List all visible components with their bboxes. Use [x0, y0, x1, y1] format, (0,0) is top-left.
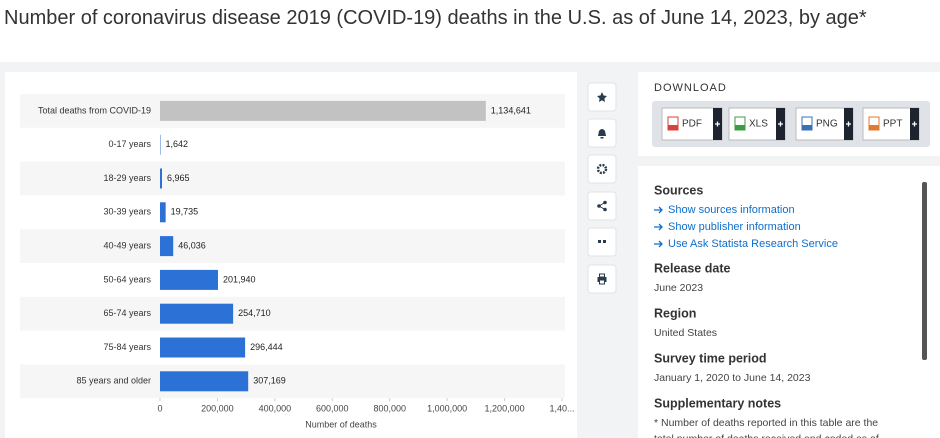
button-label[interactable]: XLS — [749, 119, 768, 130]
value-label: 46,036 — [178, 240, 206, 250]
link-arrow — [654, 240, 663, 248]
icon — [599, 279, 605, 285]
row-stripe — [20, 229, 565, 263]
section-heading: Supplementary notes — [654, 396, 781, 410]
y-tick-label: 18-29 years — [103, 173, 151, 183]
y-tick-label: 65-74 years — [103, 308, 151, 318]
chart: Total deaths from COVID-19 1,134,641 0-17 … — [20, 94, 575, 429]
x-tick-label: 600,000 — [316, 403, 349, 413]
section-text: total number of deaths received and code… — [654, 433, 879, 438]
download-button[interactable]: XLS — [728, 107, 786, 141]
icon — [597, 92, 607, 102]
row-stripe — [20, 364, 565, 399]
tool-button-bell[interactable] — [587, 118, 617, 148]
plus-icon[interactable] — [912, 121, 917, 127]
button-label[interactable]: PPT — [883, 119, 902, 130]
file-icon-band — [802, 125, 812, 130]
icon — [598, 129, 606, 139]
tool-button-star[interactable] — [587, 82, 617, 112]
tool-button-print[interactable] — [587, 264, 617, 294]
page-title: Number of coronavirus disease 2019 (COVI… — [4, 7, 867, 29]
link-arrow — [654, 223, 663, 231]
tool-button-bg[interactable] — [587, 191, 617, 221]
y-tick-label: 0-17 years — [108, 139, 151, 149]
bar — [160, 303, 234, 324]
download-button[interactable]: PNG — [795, 107, 854, 141]
x-axis-title: Number of deaths — [305, 419, 377, 429]
section-heading: Region — [654, 306, 696, 320]
value-label: 6,965 — [167, 173, 190, 183]
details-panel — [638, 166, 940, 438]
tool-button-share[interactable] — [587, 191, 617, 221]
tool-button-bg[interactable] — [587, 227, 617, 257]
source-link[interactable]: Show publisher information — [668, 221, 801, 233]
file-icon-band — [735, 125, 745, 130]
y-tick-label: 40-49 years — [103, 240, 151, 250]
x-tick-label: 1,40... — [549, 403, 574, 413]
file-icon-band — [668, 125, 678, 130]
file-icon-band — [869, 125, 879, 130]
source-link[interactable]: Use Ask Statista Research Service — [668, 238, 838, 250]
value-label: 201,940 — [223, 274, 256, 284]
bar — [160, 168, 162, 189]
bar — [160, 202, 166, 223]
tool-button-bg[interactable] — [587, 154, 617, 184]
icon — [596, 163, 608, 175]
y-tick-label: 30-39 years — [103, 207, 151, 217]
right-panel: DOWNLOAD PDF XLS PNG PPT Sources Show sources … — [652, 82, 930, 438]
x-tick-label: 400,000 — [259, 403, 292, 413]
value-label: 296,444 — [250, 342, 283, 352]
y-tick-label: Total deaths from COVID-19 — [38, 105, 151, 115]
link-arrow — [654, 206, 663, 214]
icon — [599, 273, 605, 278]
x-tick-label: 1,200,000 — [485, 403, 525, 413]
y-tick-label: 50-64 years — [103, 274, 151, 284]
tool-button-quote[interactable] — [587, 227, 617, 257]
download-button[interactable]: PDF — [661, 107, 723, 141]
tool-button-gear[interactable] — [587, 154, 617, 184]
plus-icon[interactable] — [846, 121, 851, 127]
section-text: January 1, 2020 to June 14, 2023 — [654, 372, 811, 384]
button-label[interactable]: PNG — [816, 119, 838, 130]
download-button[interactable]: PPT — [862, 107, 920, 141]
section-heading: Sources — [654, 183, 703, 197]
scrollbar[interactable] — [922, 182, 927, 360]
x-tick-label: 1,000,000 — [427, 403, 467, 413]
icon — [598, 240, 601, 243]
section-heading: Release date — [654, 261, 730, 275]
section-heading: Survey time period — [654, 351, 767, 365]
icon — [603, 240, 606, 243]
bar — [160, 337, 246, 358]
value-label: 1,642 — [165, 139, 188, 149]
bar — [160, 236, 174, 257]
value-label: 254,710 — [238, 308, 271, 318]
x-tick-label: 800,000 — [373, 403, 406, 413]
y-tick-label: 75-84 years — [103, 342, 151, 352]
button-label[interactable]: PDF — [682, 119, 702, 130]
value-label: 19,735 — [171, 207, 199, 217]
side-tools — [587, 82, 617, 294]
plus-icon[interactable] — [715, 121, 720, 127]
source-link[interactable]: Show sources information — [668, 204, 795, 216]
icon — [598, 202, 606, 210]
section-text: * Number of deaths reported in this tabl… — [654, 417, 878, 429]
y-tick-label: 85 years and older — [76, 376, 151, 386]
x-tick-label: 200,000 — [201, 403, 234, 413]
bar — [160, 269, 218, 290]
bar — [160, 371, 249, 392]
x-tick-label: 0 — [157, 403, 162, 413]
plus-icon[interactable] — [778, 121, 783, 127]
row-stripe — [20, 296, 565, 331]
bar — [160, 100, 486, 121]
value-label: 307,169 — [253, 376, 286, 386]
section-text: United States — [654, 327, 717, 339]
section-text: June 2023 — [654, 282, 703, 294]
row-stripe — [20, 161, 565, 196]
download-heading: DOWNLOAD — [654, 82, 727, 94]
value-label: 1,134,641 — [491, 105, 531, 115]
